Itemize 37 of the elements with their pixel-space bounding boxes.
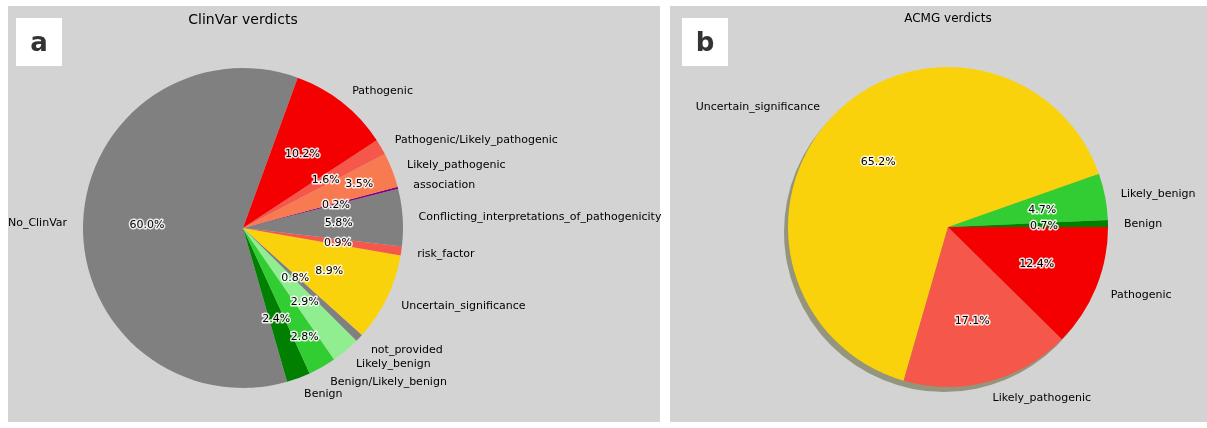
slice-label: Benign/Likely_benign (330, 374, 447, 388)
slice-label: Likely_benign (1120, 187, 1196, 201)
slice-label: Pathogenic/Likely_pathogenic (394, 132, 558, 146)
slice-label: not_provided (370, 342, 443, 356)
chart-title: ACMG verdicts (904, 11, 992, 25)
pie-slice (948, 173, 1108, 227)
slice-label: Conflicting_interpretations_of_pathogenicity (418, 210, 662, 224)
data-label: 10.2% (285, 146, 321, 160)
data-label: 2.8% (290, 330, 319, 344)
slice-label: Uncertain_significance (401, 298, 526, 312)
slice-label: association (413, 177, 476, 191)
data-label: 1.6% (311, 173, 340, 187)
data-label: 65.2% (860, 154, 896, 168)
data-label: 60.0% (129, 218, 165, 232)
slice-label: Likely_pathogenic (407, 158, 506, 172)
data-label: 8.9% (315, 263, 344, 277)
slice-label: Likely_benign (355, 356, 431, 370)
data-label: 0.9% (324, 235, 352, 249)
data-label: 12.4% (1019, 257, 1055, 271)
data-label: 4.7% (1028, 202, 1057, 216)
data-label: 17.1% (954, 313, 990, 327)
slice-label: Pathogenic (1110, 287, 1172, 301)
slice-label: Benign (304, 386, 343, 400)
chart-title: ClinVar verdicts (188, 11, 298, 27)
slice-label: Uncertain_significance (695, 100, 821, 114)
pie-slice (903, 227, 1062, 387)
slice-label: risk_factor (417, 247, 476, 261)
slice-label: Benign (1123, 216, 1163, 230)
data-label: 5.8% (324, 215, 353, 229)
pie-slice (948, 227, 1108, 340)
data-label: 3.5% (345, 176, 374, 190)
slice-label: Pathogenic (352, 83, 413, 97)
slice-label: No_ClinVar (7, 215, 68, 229)
text: b (695, 27, 715, 58)
data-label: 2.9% (290, 295, 319, 309)
text: a (30, 27, 48, 58)
slice-label: Likely_pathogenic (992, 391, 1092, 405)
